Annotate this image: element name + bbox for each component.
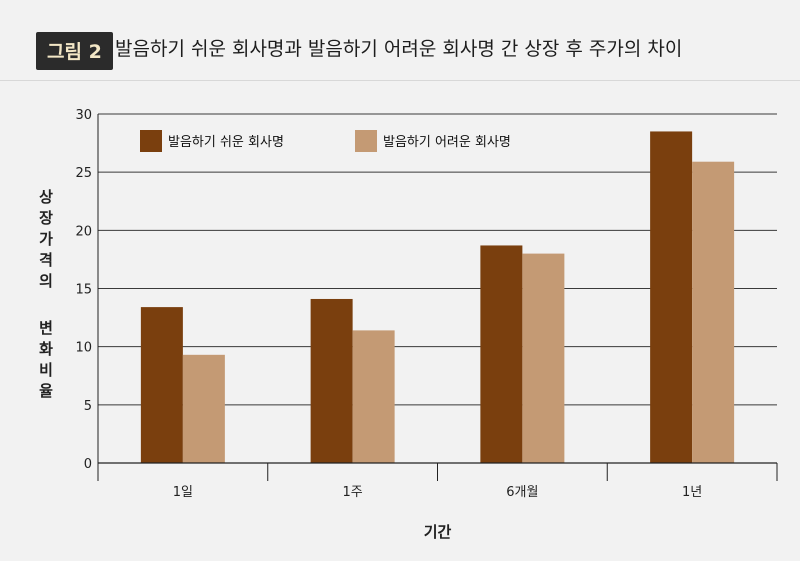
header-divider <box>0 80 800 81</box>
bar <box>522 253 565 463</box>
legend-label: 발음하기 쉬운 회사명 <box>168 135 284 150</box>
legend-swatch <box>140 130 162 152</box>
axis-titles: 기간 상 장 가 격 의변 화 비 율 <box>39 188 451 541</box>
x-tick-label: 6개월 <box>506 485 538 500</box>
x-tick-label: 1주 <box>343 485 363 500</box>
figure-label-badge: 그림 2 <box>36 32 113 70</box>
axes <box>97 114 778 481</box>
bar <box>352 330 395 463</box>
figure-header: 그림 2 발음하기 쉬운 회사명과 발음하기 어려운 회사명 간 상장 후 주가… <box>0 0 800 78</box>
x-tick-label: 1년 <box>682 485 702 500</box>
bar <box>650 131 693 463</box>
bar <box>692 161 735 464</box>
x-axis-title: 기간 <box>424 523 452 541</box>
bar <box>182 354 225 463</box>
y-tick-label: 30 <box>75 108 92 123</box>
bar <box>310 298 353 463</box>
y-tick-label: 20 <box>75 224 92 239</box>
y-tick-label: 10 <box>75 341 92 356</box>
y-tick-label: 5 <box>84 399 92 414</box>
y-tick-label: 25 <box>75 166 92 181</box>
bar <box>480 245 523 463</box>
bars <box>140 131 735 464</box>
bar <box>140 307 183 463</box>
legend: 발음하기 쉬운 회사명 발음하기 어려운 회사명 <box>140 130 511 152</box>
y-tick-label: 0 <box>84 457 92 472</box>
x-tick-labels: 1일 1주 6개월 1년 <box>173 485 702 500</box>
y-tick-labels: 0 5 10 15 20 25 30 <box>75 108 92 472</box>
x-tick-label: 1일 <box>173 485 193 500</box>
legend-swatch <box>355 130 377 152</box>
figure-title: 발음하기 쉬운 회사명과 발음하기 어려운 회사명 간 상장 후 주가의 차이 <box>115 38 683 60</box>
legend-label: 발음하기 어려운 회사명 <box>383 135 511 150</box>
y-tick-label: 15 <box>75 283 92 298</box>
